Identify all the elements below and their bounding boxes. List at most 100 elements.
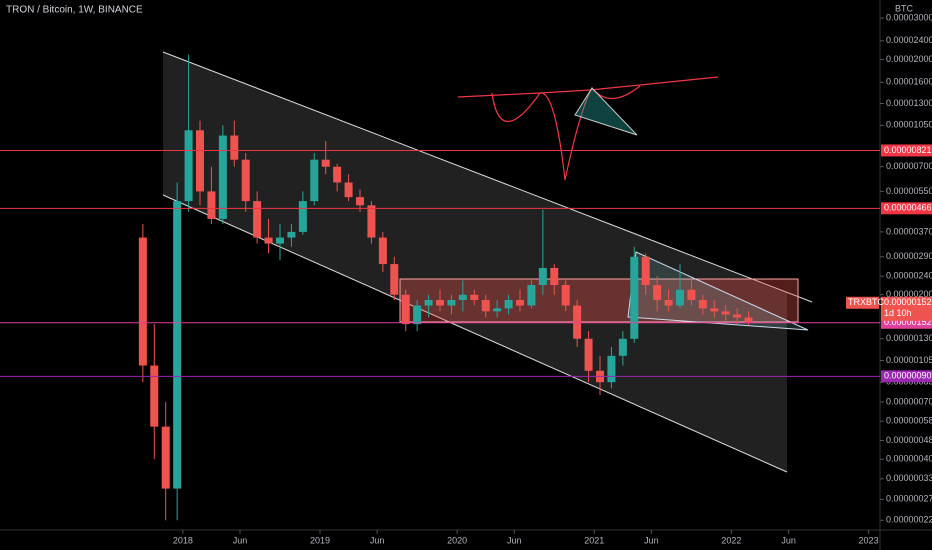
- candle-body: [481, 299, 490, 312]
- candle-body: [493, 308, 502, 312]
- y-tick-label: 0.00000033: [886, 473, 932, 483]
- pattern-curve: [491, 85, 641, 181]
- candle-body: [138, 237, 147, 366]
- y-tick-label: 0.00000130: [886, 333, 932, 343]
- symbol-label: TRXBTC: [848, 297, 885, 307]
- y-tick-label: 0.00000290: [886, 251, 932, 261]
- y-tick-label: 0.00001600: [886, 77, 932, 87]
- y-tick-label: 0.00000040: [886, 454, 932, 464]
- candle-body: [538, 267, 547, 286]
- y-tick-label: 0.00001300: [886, 98, 932, 108]
- x-tick-label: 2020: [447, 535, 467, 545]
- x-tick-label: Jun: [781, 535, 796, 545]
- candle-body: [207, 191, 216, 219]
- channel-top: [162, 51, 813, 303]
- candle-body: [470, 294, 479, 300]
- candle-body: [447, 299, 456, 306]
- y-tick-label: 0.00000048: [886, 435, 932, 445]
- candle-body: [698, 299, 707, 309]
- candle-body: [310, 159, 319, 202]
- y-tick-label: 0.00000027: [886, 494, 932, 504]
- candle-body: [253, 201, 262, 238]
- level-label: 0.00000090: [884, 371, 932, 381]
- level-box: [881, 370, 932, 383]
- y-tick-label: 0.00001050: [886, 120, 932, 130]
- candle-body: [516, 299, 524, 306]
- y-tick-label: 0.00002400: [886, 35, 932, 45]
- level-box: [881, 202, 932, 215]
- candle-body: [161, 426, 170, 489]
- candle-body: [436, 299, 444, 306]
- x-tick-label: Jun: [644, 535, 659, 545]
- candle-body: [333, 166, 342, 183]
- y-tick-label: 0.00000550: [886, 186, 932, 196]
- candle-body: [356, 197, 364, 206]
- y-tick-label: 0.00000105: [886, 355, 932, 365]
- candle-body: [241, 159, 250, 202]
- y-tick-label: 0.00000022: [886, 515, 932, 525]
- candle-body: [184, 130, 193, 202]
- candle-body: [413, 305, 422, 325]
- y-tick-label: 0.00000370: [886, 226, 932, 236]
- candle-body: [401, 294, 410, 325]
- candle-body: [607, 355, 616, 383]
- candle-body: [664, 299, 673, 306]
- y-tick-label: 0.00003000: [886, 12, 932, 22]
- x-tick-label: Jun: [507, 535, 522, 545]
- candle-body: [710, 308, 719, 312]
- candle-body: [264, 237, 273, 244]
- candle-body: [150, 365, 159, 427]
- x-tick-label: 2022: [721, 535, 741, 545]
- candle-body: [287, 231, 296, 238]
- x-tick-label: 2019: [310, 535, 330, 545]
- candle-body: [367, 205, 376, 238]
- x-tick-label: 2021: [584, 535, 604, 545]
- candle-body: [573, 305, 582, 339]
- candle-body: [424, 299, 433, 306]
- x-tick-label: 2023: [859, 535, 879, 545]
- candle-body: [630, 256, 639, 339]
- candle-body: [676, 289, 684, 306]
- x-tick-label: 2018: [173, 535, 193, 545]
- drawings: [162, 51, 813, 473]
- axis-unit: BTC: [895, 3, 914, 13]
- symbol-box: [846, 296, 879, 309]
- level-box: [881, 144, 932, 157]
- candle-body: [653, 285, 662, 300]
- candle-body: [196, 130, 204, 192]
- candle-body: [173, 201, 182, 489]
- y-tick-label: 0.00000058: [886, 416, 932, 426]
- candle-body: [218, 135, 227, 219]
- candle-body: [561, 285, 570, 306]
- candle-body: [527, 285, 536, 306]
- last-price-marker: [881, 296, 932, 321]
- candle-body: [276, 237, 284, 244]
- candle-body: [504, 299, 513, 309]
- candle-body: [744, 317, 753, 323]
- candle-body: [584, 338, 593, 371]
- candle-body: [230, 135, 239, 160]
- candle-body: [321, 159, 330, 167]
- candle-body: [721, 311, 730, 315]
- chart-title: TRON / Bitcoin, 1W, BINANCE: [6, 5, 143, 16]
- y-tick-label: 0.00000240: [886, 270, 932, 280]
- candle-body: [550, 267, 559, 286]
- y-tick-label: 0.00000070: [886, 396, 932, 406]
- x-tick-label: Jun: [370, 535, 385, 545]
- candle-body: [458, 294, 467, 300]
- channel-fill: [163, 52, 787, 472]
- candle-body: [390, 264, 399, 295]
- y-tick-label: 0.00000200: [886, 289, 932, 299]
- range-box: [399, 278, 799, 323]
- small-triangle: [574, 87, 638, 136]
- y-tick-label: 0.00000700: [886, 161, 932, 171]
- x-tick-label: Jun: [233, 535, 248, 545]
- y-tick-label: 0.00002000: [886, 54, 932, 64]
- candle-body: [378, 237, 387, 265]
- neckline: [457, 76, 719, 98]
- candle-body: [344, 182, 353, 198]
- level-label: 0.00000821: [884, 145, 932, 155]
- candle-body: [641, 256, 650, 286]
- level-label: 0.00000466: [884, 203, 932, 213]
